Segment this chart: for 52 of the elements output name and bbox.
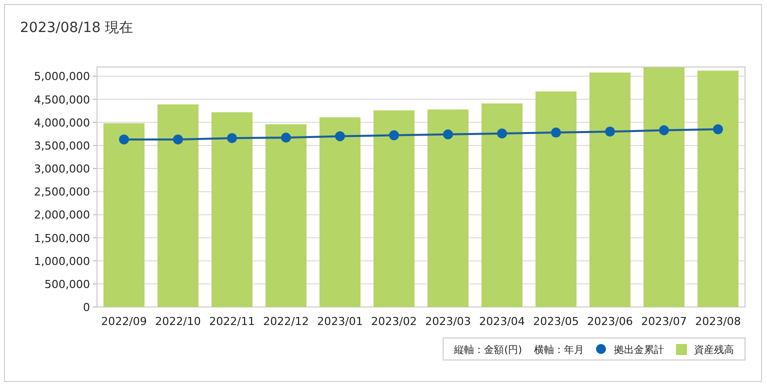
point — [605, 126, 615, 137]
x-tick-label: 2023/01 — [317, 315, 363, 328]
bar — [427, 109, 469, 307]
bar — [157, 104, 199, 307]
y-tick-label: 0 — [83, 301, 90, 314]
point — [443, 129, 453, 140]
point — [119, 134, 129, 144]
bar — [643, 67, 685, 307]
y-tick-label: 4,500,000 — [34, 93, 90, 106]
point — [659, 125, 669, 136]
point — [227, 133, 237, 144]
text: 横軸：年月 — [534, 345, 584, 356]
bar — [103, 123, 145, 307]
text: 縦軸：金額(円) — [454, 345, 522, 356]
y-tick-label: 1,000,000 — [34, 254, 90, 268]
x-tick-label: 2022/11 — [209, 315, 255, 328]
y-tick-label: 3,000,000 — [34, 162, 90, 176]
x-tick-label: 2023/03 — [425, 315, 471, 328]
y-tick-label: 4,000,000 — [34, 116, 90, 130]
x-tick-label: 2022/09 — [101, 315, 147, 328]
x-tick-label: 2022/10 — [155, 315, 201, 328]
y-tick-label: 3,500,000 — [34, 139, 90, 152]
y-tick-label: 500,000 — [44, 278, 90, 291]
chart-title: 2023/08/18 現在 — [20, 20, 134, 36]
bar — [265, 124, 307, 307]
point — [497, 128, 507, 138]
y-tick-label: 2,000,000 — [34, 208, 90, 222]
x-tick-label: 2023/08 — [695, 315, 741, 328]
point — [551, 128, 561, 138]
y-tick-label: 1,500,000 — [34, 232, 90, 245]
x-tick-label: 2022/12 — [263, 315, 309, 328]
bar — [697, 70, 739, 307]
legend-label: 資産残高 — [694, 344, 734, 356]
y-tick-label: 2,500,000 — [34, 186, 90, 199]
legend-label: 拠出金累計 — [614, 344, 664, 356]
y-tick-label: 5,000,000 — [34, 70, 90, 84]
bar — [589, 72, 631, 307]
point — [389, 130, 399, 140]
bar — [481, 103, 523, 307]
x-tick-label: 2023/05 — [533, 315, 579, 328]
point — [335, 131, 345, 142]
point — [173, 134, 183, 144]
bar — [319, 117, 361, 307]
x-tick-label: 2023/02 — [371, 315, 417, 328]
x-tick-label: 2023/06 — [587, 315, 633, 328]
bar — [211, 112, 253, 307]
point — [281, 132, 291, 143]
point — [713, 124, 723, 134]
x-tick-label: 2023/07 — [641, 315, 687, 328]
bar — [535, 91, 577, 307]
x-tick-label: 2023/04 — [479, 315, 525, 328]
bar — [373, 110, 415, 307]
